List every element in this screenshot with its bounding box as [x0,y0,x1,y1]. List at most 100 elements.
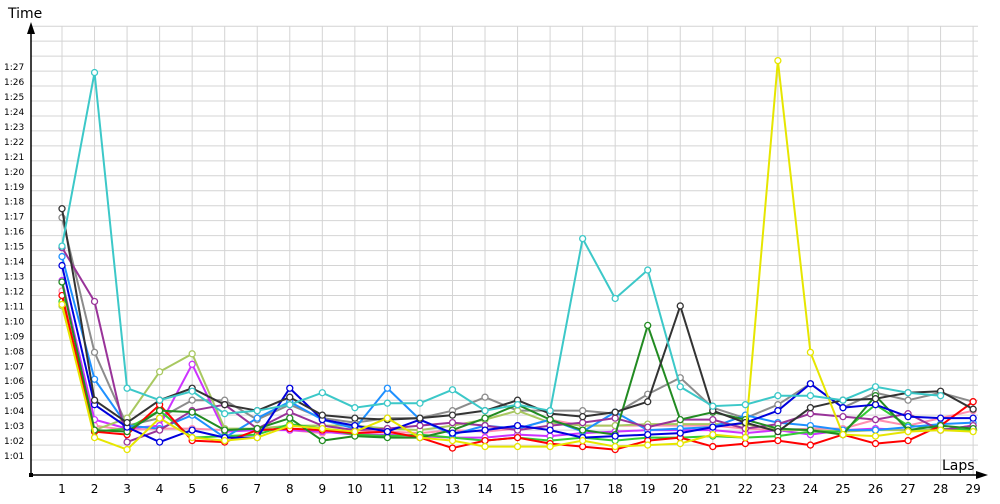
x-tick-label: 26 [868,482,883,496]
x-tick-label: 4 [156,482,164,496]
data-point [871,426,880,434]
data-point [513,421,522,430]
data-point [416,421,424,430]
data-point [123,438,131,446]
y-tick-label: 1:22 [4,138,24,148]
data-point [774,436,782,445]
y-tick-label: 1:03 [4,422,24,432]
data-point [709,442,717,451]
data-point [155,426,164,434]
x-tick-label: 27 [900,482,915,496]
y-tick-label: 1:08 [4,347,24,357]
data-point [481,407,489,415]
data-point [611,414,619,422]
data-point [188,350,196,358]
data-point [871,432,880,440]
data-point [351,421,359,430]
data-point [546,415,554,424]
data-point [123,384,131,392]
data-point [936,426,945,434]
data-point [253,433,261,442]
data-point [806,404,815,412]
data-point [839,413,847,421]
y-tick-label: 1:07 [4,362,24,372]
data-point [839,430,847,439]
x-tick-label: 19 [640,482,655,496]
y-axis-title: Time [7,6,42,22]
data-point [188,433,196,442]
data-point [286,408,294,416]
data-point [318,389,326,397]
y-tick-label: 1:18 [4,198,24,208]
data-point [546,426,554,434]
data-point [448,436,457,445]
y-tick-label: 1:19 [4,183,24,193]
data-point [351,427,359,436]
data-point [611,432,619,440]
data-point [676,439,684,448]
data-point [123,418,131,427]
data-point [806,426,815,434]
data-point [383,427,392,436]
data-point [644,441,652,449]
data-point [904,436,912,445]
y-tick-label: 1:13 [4,273,24,283]
data-point [513,401,522,409]
x-tick-label: 25 [835,482,850,496]
y-tick-label: 1:23 [4,123,24,133]
data-point [644,398,652,406]
data-point [155,414,164,422]
y-tick-label: 1:15 [4,243,24,253]
data-point [221,410,229,418]
data-point [188,396,196,404]
data-point [611,442,619,451]
x-axis-ticks: 1 2 3 4 5 6 7 8 9 10 11 12 13 14 15 16 17 18 19 20 21 22 23 24 2… [58,482,981,496]
data-point [58,300,66,309]
data-point [448,429,457,437]
data-point [709,423,717,431]
x-tick-label: 22 [738,482,753,496]
data-point [448,411,457,419]
data-point [871,401,880,409]
data-point [904,427,912,436]
data-point [676,429,684,437]
data-point [155,407,164,415]
data-point [481,436,489,445]
data-point [839,404,847,412]
y-tick-label: 1:05 [4,392,24,402]
data-point [286,384,294,392]
data-point [578,426,587,434]
y-tick-label: 1:06 [4,377,24,387]
data-point [871,439,880,448]
x-tick-label: 18 [608,482,623,496]
data-point [806,410,815,418]
data-point [839,396,847,404]
x-tick-label: 10 [347,482,362,496]
data-point [611,294,619,303]
x-tick-label: 28 [933,482,948,496]
series-13 [58,68,945,418]
data-point [644,423,652,431]
data-point [546,407,554,415]
data-point [644,266,652,274]
data-point [806,380,815,388]
data-point [448,418,457,427]
data-point [741,433,749,442]
data-point [481,426,489,434]
series-line [61,71,941,415]
y-tick-label: 1:26 [4,78,24,88]
data-point [513,442,522,451]
x-tick-label: 14 [477,482,492,496]
x-tick-label: 8 [286,482,294,496]
data-point [90,68,99,77]
data-point [383,433,392,442]
data-point [448,386,457,394]
x-tick-label: 2 [91,482,99,496]
data-point [709,402,717,410]
data-point [90,433,99,442]
data-point [644,430,652,439]
data-point [286,401,294,409]
data-point [221,426,229,434]
data-point [90,297,99,306]
x-tick-label: 17 [575,482,590,496]
